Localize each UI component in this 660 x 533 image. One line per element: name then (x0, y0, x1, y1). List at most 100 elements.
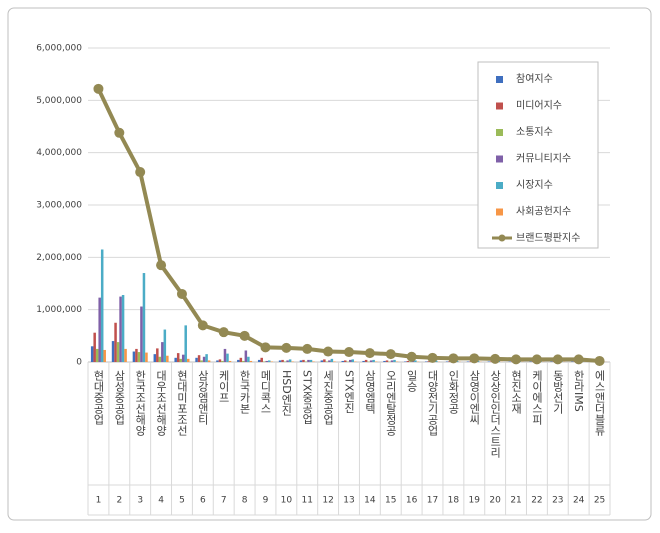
bar (98, 298, 101, 362)
bar (258, 360, 261, 362)
bar (344, 360, 347, 362)
bar (114, 323, 117, 362)
x-tick-label: STX중공업 (301, 370, 314, 424)
category-number: 11 (302, 496, 313, 506)
bar (333, 361, 336, 362)
bar (101, 249, 104, 362)
bar (446, 361, 449, 362)
bar (279, 360, 282, 362)
bar (219, 359, 222, 362)
legend-swatch (499, 235, 506, 242)
bar (240, 358, 243, 362)
line-marker (240, 331, 250, 341)
category-number: 15 (385, 496, 396, 506)
bar (198, 355, 201, 362)
bar (331, 359, 334, 362)
legend-swatch (496, 156, 503, 163)
bar (135, 349, 138, 362)
bar (328, 360, 331, 362)
bar (140, 307, 143, 362)
line-marker (574, 354, 584, 364)
category-number: 16 (406, 496, 418, 506)
bar (112, 341, 115, 362)
bar (391, 360, 394, 362)
x-tick-label: 일승 (405, 369, 418, 392)
x-tick-label: 삼영엠텍 (363, 370, 376, 414)
legend-label: 브랜드평판지수 (516, 232, 580, 244)
bar (326, 361, 329, 362)
bar (117, 342, 120, 362)
bar (323, 359, 326, 362)
bar (386, 360, 389, 362)
bar (93, 333, 96, 362)
category-number: 10 (281, 496, 293, 506)
bar (195, 358, 198, 362)
bar (122, 295, 125, 362)
line-marker (156, 260, 166, 270)
bar (237, 360, 240, 362)
bar (268, 360, 271, 362)
bar (184, 325, 187, 362)
bar (349, 360, 352, 362)
bar (145, 353, 148, 362)
category-number: 13 (343, 496, 354, 506)
category-number: 14 (364, 496, 376, 506)
y-tick-label: 4,000,000 (36, 148, 82, 158)
legend-label: 소통지수 (516, 126, 553, 138)
x-tick-label: 현대중공업 (92, 370, 105, 425)
bar (291, 361, 294, 362)
bar (281, 360, 284, 362)
x-tick-label: 한국카본 (238, 370, 251, 414)
line-marker (490, 354, 500, 364)
legend-label: 커뮤니티지수 (516, 153, 571, 165)
bar (286, 360, 289, 362)
bar (143, 273, 146, 362)
category-number: 25 (594, 496, 605, 506)
x-tick-label: 에스앤더블류 (593, 370, 606, 437)
line-marker (323, 347, 333, 357)
bar (229, 361, 232, 362)
line-marker (407, 352, 417, 362)
legend-swatch (496, 209, 503, 216)
bar (216, 360, 219, 362)
y-tick-label: 1,000,000 (36, 305, 82, 315)
bar (187, 359, 190, 362)
bar (103, 350, 106, 362)
bar (221, 361, 224, 362)
category-number: 9 (263, 496, 269, 506)
line-marker (595, 356, 605, 366)
bar (205, 354, 208, 362)
bar (96, 349, 99, 362)
x-tick-label: STX엔진 (343, 370, 356, 413)
x-tick-label: 케이프 (217, 370, 230, 403)
bar (159, 357, 162, 362)
legend-swatch (496, 103, 503, 110)
line-marker (135, 167, 145, 177)
category-number: 24 (573, 496, 585, 506)
x-tick-label: 메디콕스 (259, 370, 272, 414)
bar (310, 360, 313, 362)
y-tick-label: 6,000,000 (36, 44, 82, 54)
y-tick-label: 0 (76, 358, 82, 368)
bar (138, 352, 141, 362)
category-number: 22 (531, 496, 542, 506)
legend-swatch (496, 129, 503, 136)
category-number: 23 (552, 496, 563, 506)
y-tick-label: 2,000,000 (36, 253, 82, 263)
bar (289, 359, 292, 362)
bar (250, 361, 253, 362)
bar (321, 360, 324, 362)
bar (393, 360, 396, 362)
x-tick-label: 상상인인더스트리 (489, 370, 502, 458)
line-marker (511, 354, 521, 364)
bar (488, 361, 491, 362)
bar (242, 361, 245, 362)
bar (260, 358, 263, 362)
category-number: 4 (158, 496, 164, 506)
line-marker (532, 354, 542, 364)
line-marker (553, 354, 563, 364)
bar (425, 361, 428, 362)
category-number: 17 (427, 496, 438, 506)
bar (265, 361, 268, 362)
